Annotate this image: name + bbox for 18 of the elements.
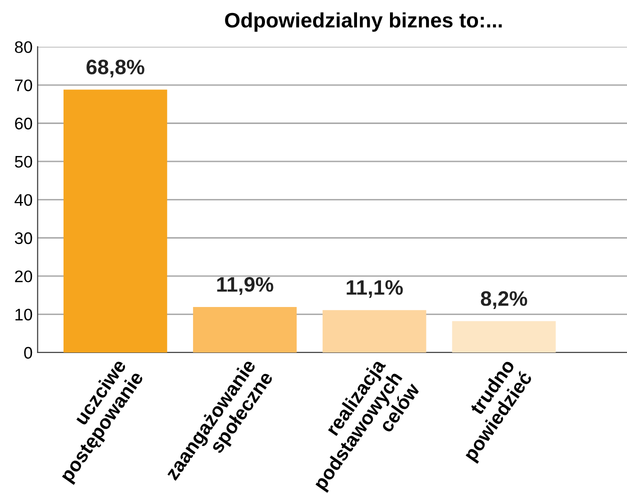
data-label: 8,2% [480, 291, 528, 309]
data-label: 11,1% [346, 280, 403, 298]
y-tick-label: 60 [15, 118, 32, 130]
data-label: 68,8% [86, 60, 144, 78]
y-tick-label: 70 [15, 79, 32, 92]
bar [452, 321, 556, 352]
y-tick-label: 30 [14, 232, 32, 244]
y-tick-label: 80 [14, 41, 32, 54]
y-tick-label: 40 [14, 194, 32, 206]
y-tick-label: 20 [15, 270, 32, 282]
y-tick-label: 10 [15, 308, 32, 320]
bar [64, 90, 168, 352]
data-label: 11,9% [217, 277, 274, 295]
y-tick-label: 50 [14, 156, 32, 168]
chart-title: Odpowiedzialny biznes to:... [225, 12, 502, 32]
bar [322, 310, 426, 352]
bar [193, 307, 297, 352]
y-tick-label: 0 [24, 346, 32, 359]
